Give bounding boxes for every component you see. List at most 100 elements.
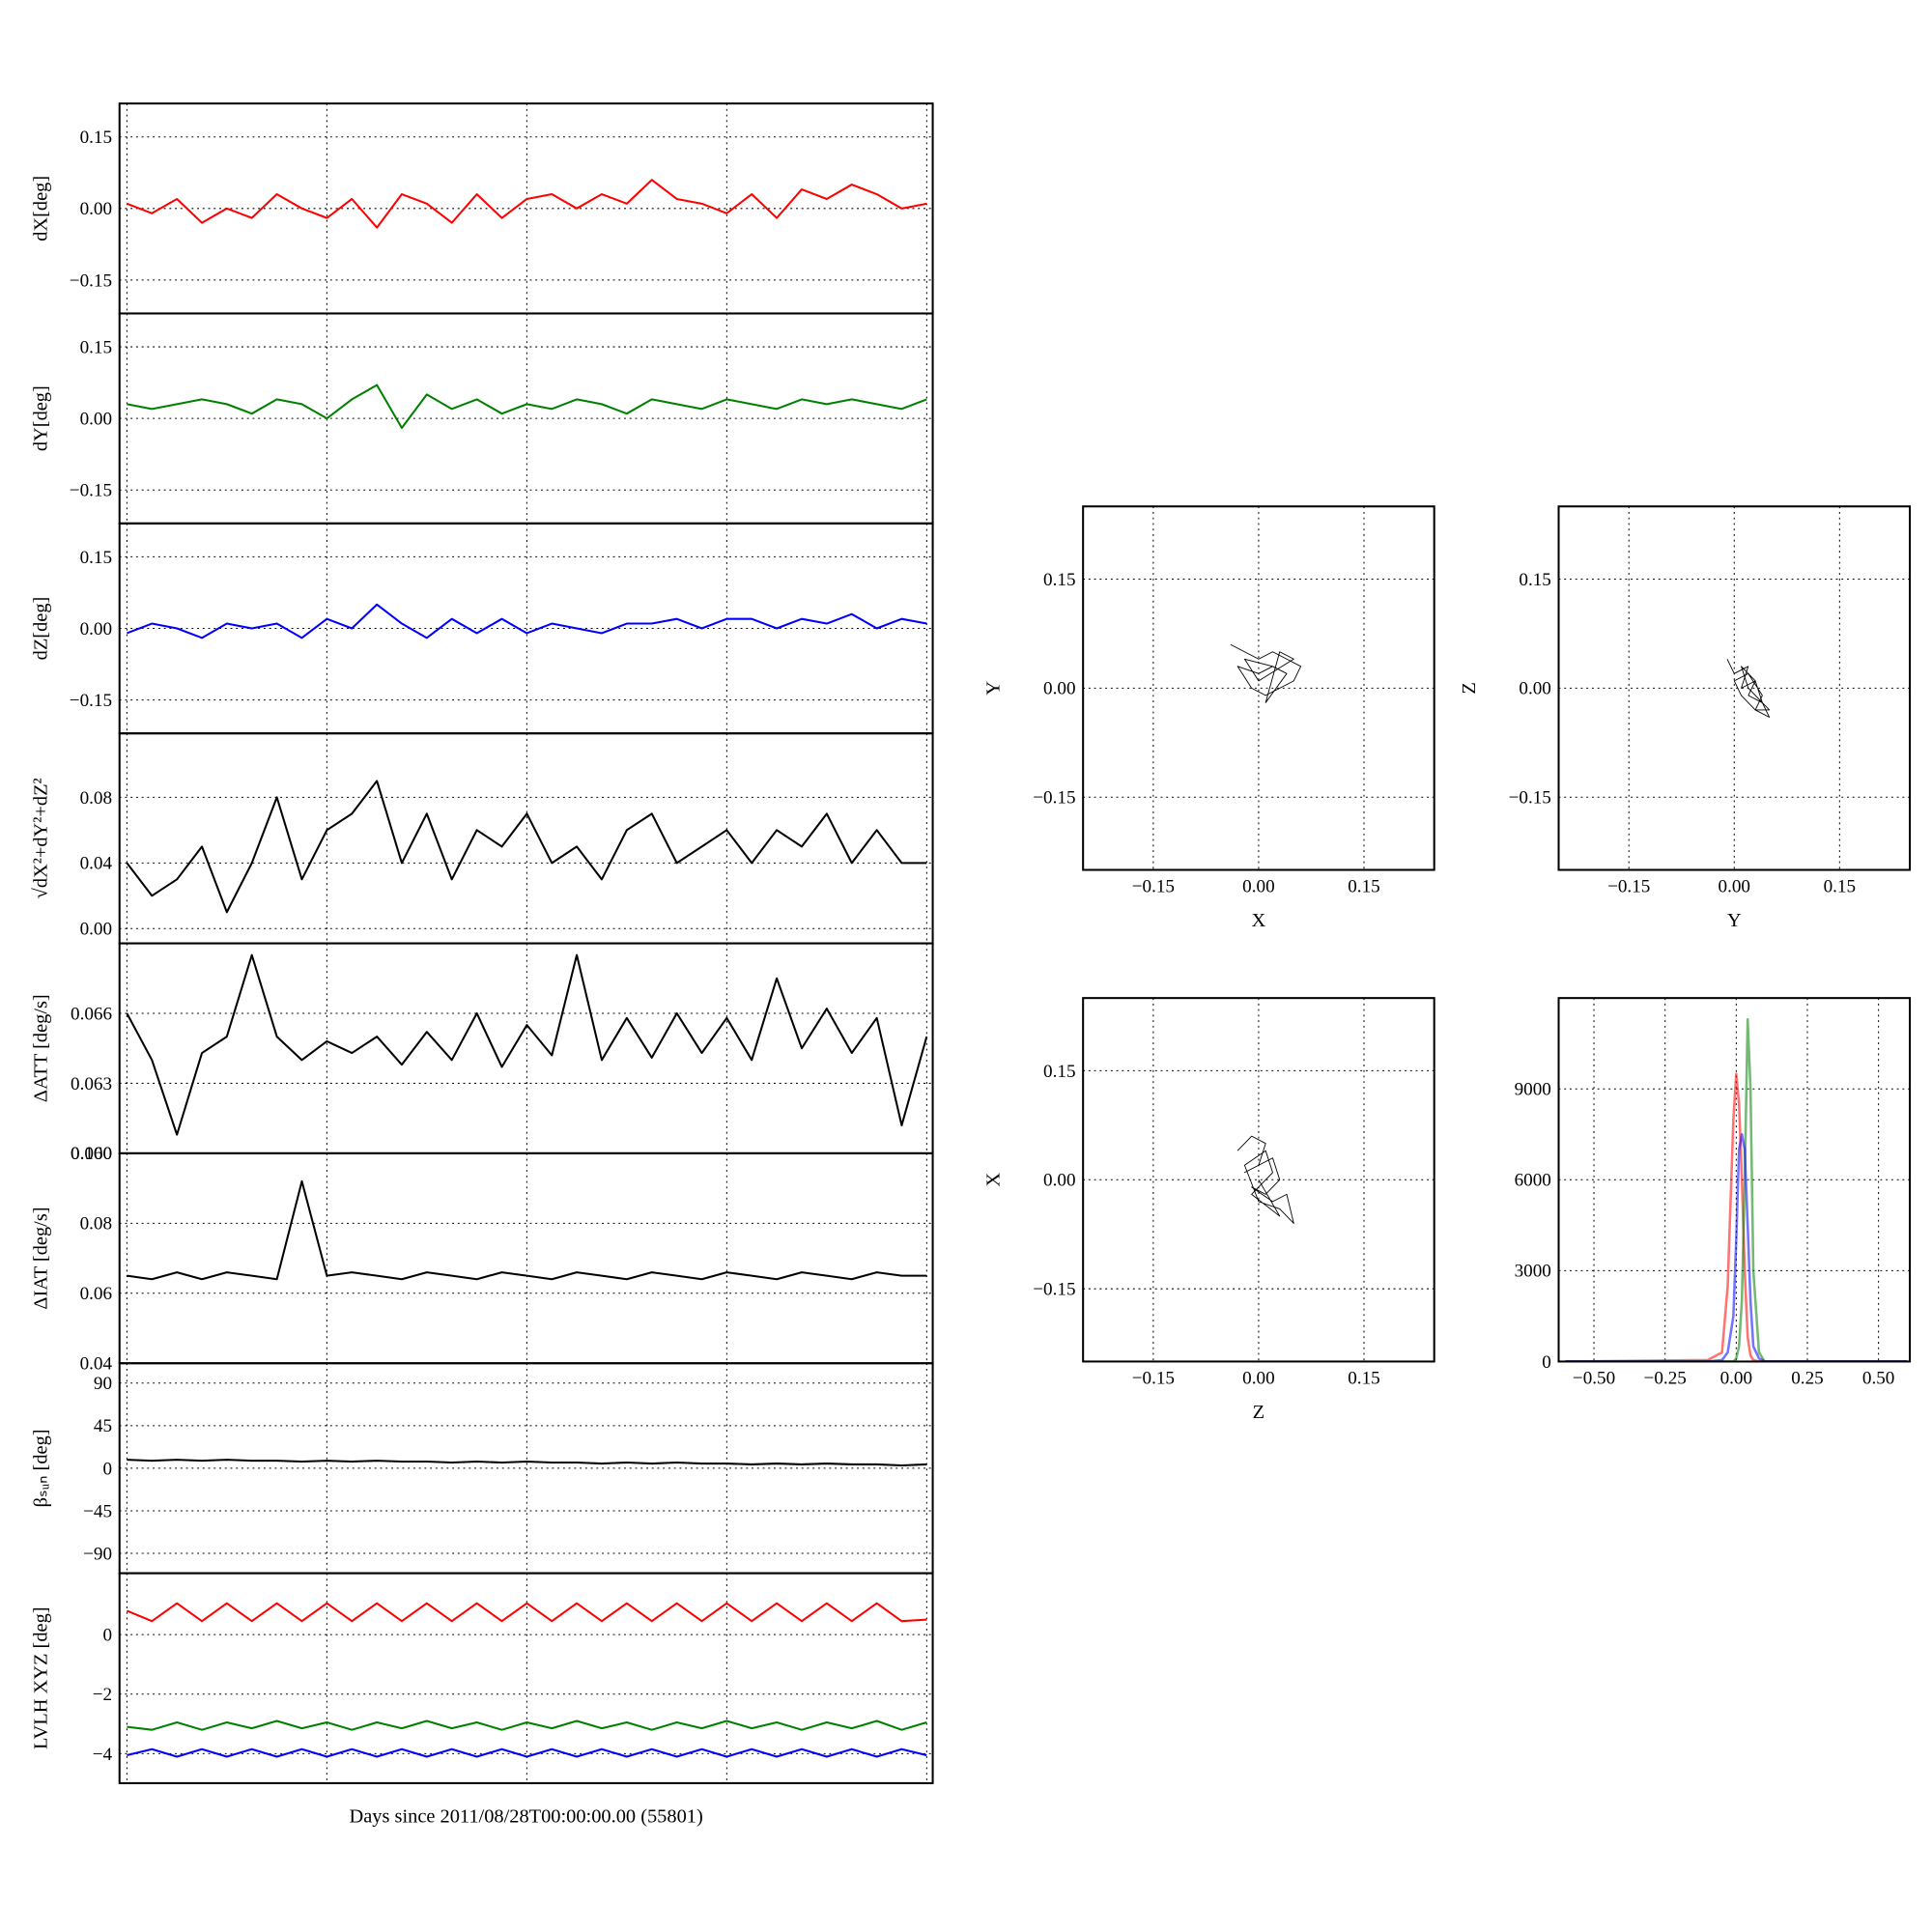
panel: 0.060 0.063 0.066 ΔATT [deg/s]	[30, 942, 934, 1164]
x-tick-label: 0.50	[1862, 1368, 1894, 1388]
y-tick-label: 0	[103, 1459, 113, 1479]
y-tick-label: 0.066	[71, 1004, 112, 1024]
y-tick-label: −0.15	[70, 270, 112, 291]
y-tick-label: 0	[103, 1625, 113, 1645]
y-axis-label: βₛᵤₙ [deg]	[30, 1429, 51, 1507]
panel: −0.15 0.00 0.15 −0.15 0.00 0.15 Z Y	[1459, 505, 1912, 931]
y-tick-label: 0.00	[1043, 1171, 1075, 1191]
y-tick-label: 0	[1542, 1352, 1551, 1373]
y-axis-label: dZ[deg]	[30, 597, 51, 661]
y-axis-label: dY[deg]	[30, 385, 51, 451]
series-line	[127, 384, 927, 430]
y-tick-label: 6000	[1515, 1171, 1551, 1191]
x-tick-label: 0.00	[1242, 876, 1274, 896]
x-tick-label: 0.00	[1720, 1368, 1752, 1388]
x-tick-label: −0.25	[1644, 1368, 1687, 1388]
y-tick-label: 0.15	[1519, 570, 1550, 590]
panel: −0.15 0.00 0.15 dX[deg]	[30, 102, 934, 315]
y-axis-label: X	[982, 1173, 1004, 1187]
y-tick-label: 90	[94, 1374, 112, 1394]
y-tick-label: 0.063	[71, 1074, 112, 1094]
y-tick-label: 0.15	[80, 337, 112, 357]
x-axis-label: X	[1252, 910, 1266, 931]
panel: −0.15 0.00 0.15 dZ[deg]	[30, 522, 934, 735]
y-tick-label: 0.06	[80, 1284, 112, 1304]
series-line	[127, 1179, 927, 1281]
panel: 0.04 0.06 0.08 0.100 ΔIAT [deg/s]	[30, 1144, 934, 1375]
y-tick-label: 0.15	[80, 128, 112, 148]
axes-frame	[118, 942, 934, 1154]
x-axis-label: Z	[1253, 1402, 1264, 1423]
x-tick-label: 0.25	[1791, 1368, 1823, 1388]
y-tick-label: 3000	[1515, 1262, 1551, 1282]
y-axis-label: LVLH XYZ [deg]	[30, 1606, 51, 1749]
series-line	[127, 1459, 927, 1466]
y-tick-label: −0.15	[1509, 788, 1551, 809]
y-tick-label: 45	[94, 1416, 112, 1436]
axes-frame	[1082, 997, 1435, 1363]
x-tick-label: −0.50	[1573, 1368, 1615, 1388]
y-tick-label: 0.04	[80, 1354, 113, 1375]
series-line	[1565, 1132, 1908, 1362]
y-tick-label: −45	[83, 1501, 112, 1521]
axes-frame	[1557, 997, 1912, 1363]
y-tick-label: 0.00	[80, 619, 112, 639]
x-tick-label: −0.15	[1132, 876, 1175, 896]
series-line	[127, 1719, 927, 1731]
panel: −0.15 0.00 0.15 −0.15 0.00 0.15 Y X	[982, 505, 1435, 931]
y-tick-label: 0.15	[1043, 1062, 1075, 1082]
y-tick-label: 0.08	[80, 788, 112, 809]
y-tick-label: −2	[93, 1685, 112, 1705]
x-tick-label: −0.15	[1607, 876, 1650, 896]
x-axis-label: Days since 2011/08/28T00:00:00.00 (55801…	[350, 1806, 703, 1828]
y-axis-label: Y	[982, 681, 1004, 696]
axes-frame	[1557, 505, 1912, 871]
series-line	[1565, 1017, 1908, 1362]
x-tick-label: 0.15	[1824, 876, 1856, 896]
y-tick-label: −0.15	[70, 481, 112, 501]
x-axis-label: Y	[1727, 910, 1742, 931]
y-tick-label: −0.15	[70, 691, 112, 711]
x-tick-label: −0.15	[1132, 1368, 1175, 1388]
y-tick-label: 0.00	[1043, 679, 1075, 699]
series-line	[127, 179, 927, 229]
y-tick-label: 0.100	[71, 1144, 112, 1164]
series-line	[127, 603, 927, 639]
y-tick-label: 0.00	[80, 410, 112, 430]
series-line	[1236, 1135, 1294, 1224]
axes-frame	[118, 732, 934, 945]
y-tick-label: −90	[83, 1544, 112, 1564]
panel: −0.15 0.00 0.15 −0.15 0.00 0.15 X Z	[982, 997, 1435, 1423]
y-tick-label: 0.00	[80, 199, 112, 219]
y-axis-label: dX[deg]	[30, 176, 51, 242]
y-tick-label: 0.15	[1043, 570, 1075, 590]
axes-frame	[1082, 505, 1435, 871]
panel: 0 3000 6000 9000 −0.50 −0.25 0.00 0.25 0.50	[1515, 997, 1912, 1388]
panel: −90 −45 0 45 90 βₛᵤₙ [deg]	[30, 1362, 934, 1575]
y-tick-label: 0.060	[71, 1144, 112, 1164]
y-axis-label: ΔIAT [deg/s]	[30, 1207, 51, 1309]
series-line	[126, 780, 927, 914]
y-axis-label: √dX²+dY²+dZ²	[30, 778, 51, 898]
panel: −4 −2 0 LVLH XYZ [deg] Days since 2011/08/28…	[30, 1572, 934, 1828]
x-tick-label: 0.15	[1348, 1368, 1379, 1388]
series-line	[127, 1747, 927, 1758]
series-line	[126, 1602, 927, 1623]
y-tick-label: −0.15	[1033, 1280, 1075, 1300]
series-line	[126, 953, 928, 1136]
y-tick-label: 0.04	[80, 854, 113, 874]
axes-frame	[118, 1572, 934, 1784]
panel: 0.00 0.04 0.08 √dX²+dY²+dZ²	[30, 732, 934, 945]
y-tick-label: −0.15	[1033, 788, 1075, 809]
y-tick-label: 0.00	[1519, 679, 1550, 699]
y-tick-label: 0.08	[80, 1214, 112, 1235]
y-axis-label: Z	[1459, 682, 1480, 694]
x-tick-label: 0.00	[1719, 876, 1750, 896]
y-axis-label: ΔATT [deg/s]	[30, 994, 51, 1102]
y-tick-label: 0.15	[80, 548, 112, 568]
axes-frame	[118, 1151, 934, 1365]
x-tick-label: 0.00	[1242, 1368, 1274, 1388]
series-line	[1726, 659, 1771, 718]
y-tick-label: 9000	[1515, 1080, 1551, 1100]
